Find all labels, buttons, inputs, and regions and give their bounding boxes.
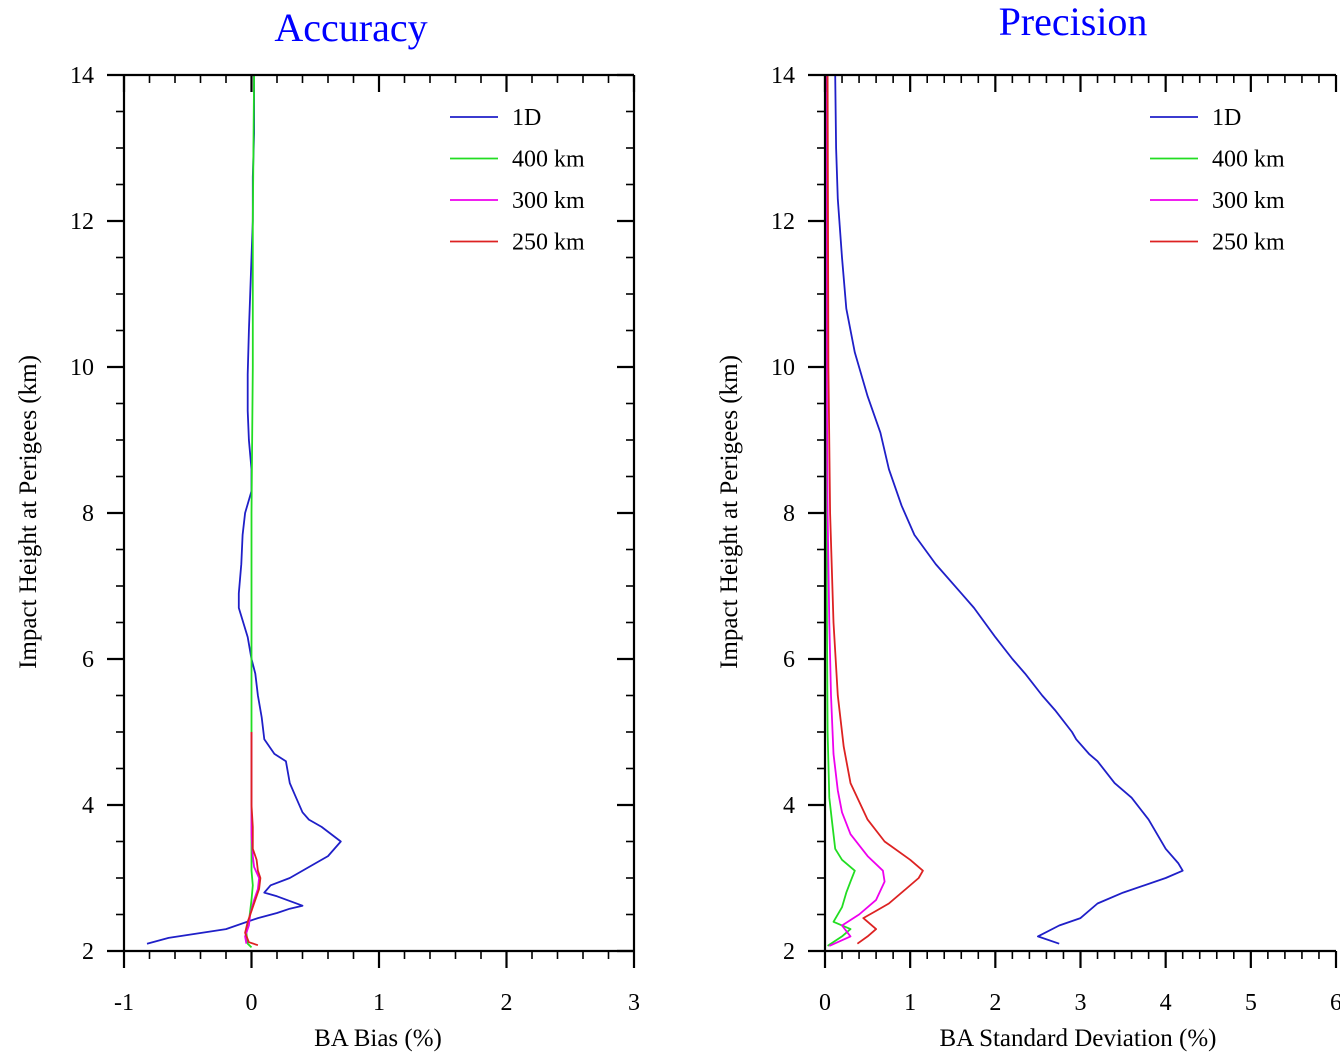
x-axis-label: BA Bias (%) xyxy=(314,1025,442,1052)
y-tick-label: 4 xyxy=(783,793,795,819)
y-tick-label: 2 xyxy=(783,939,795,965)
y-tick-label: 14 xyxy=(70,63,94,89)
x-tick-label: 0 xyxy=(819,990,831,1016)
series-line-1d xyxy=(834,75,1184,945)
legend-label: 300 km xyxy=(1212,188,1285,214)
legend: 1D 400 km 300 km 250 km xyxy=(1150,105,1285,256)
legend-label: 250 km xyxy=(512,230,585,256)
chart-title: Accuracy xyxy=(274,5,427,50)
x-tick-label: 4 xyxy=(1160,990,1172,1016)
legend-label: 1D xyxy=(512,105,541,131)
y-tick-label: 6 xyxy=(82,647,94,673)
precision-chart: Precision BA Standard Deviation (%) Impa… xyxy=(716,0,1340,1052)
series-line-300-km xyxy=(244,732,260,944)
x-tick-label: 1 xyxy=(373,990,385,1016)
x-tick-label: 5 xyxy=(1245,990,1257,1016)
series-line-300-km xyxy=(825,75,886,947)
x-tick-label: 0 xyxy=(246,990,258,1016)
legend: 1D 400 km 300 km 250 km xyxy=(450,105,585,256)
y-axis-label: Impact Height at Perigees (km) xyxy=(716,355,743,669)
y-tick-label: 6 xyxy=(783,647,795,673)
legend-label: 400 km xyxy=(512,147,585,173)
series-line-250-km xyxy=(244,732,262,947)
y-axis-label: Impact Height at Perigees (km) xyxy=(15,355,42,669)
x-tick-label: -1 xyxy=(114,990,134,1016)
plot-area xyxy=(146,75,342,949)
chart-title: Precision xyxy=(999,0,1148,44)
y-tick-label: 8 xyxy=(82,501,94,527)
legend-label: 300 km xyxy=(512,188,585,214)
x-tick-label: 2 xyxy=(989,990,1001,1016)
legend-label: 250 km xyxy=(1212,230,1285,256)
y-tick-label: 14 xyxy=(771,63,795,89)
accuracy-chart: Accuracy BA Bias (%) Impact Height at Pe… xyxy=(15,5,640,1052)
x-axis-label: BA Standard Deviation (%) xyxy=(939,1025,1216,1052)
x-tick-label: 3 xyxy=(628,990,640,1016)
x-tick-label: 3 xyxy=(1075,990,1087,1016)
legend-label: 400 km xyxy=(1212,147,1285,173)
y-tick-label: 8 xyxy=(783,501,795,527)
y-tick-label: 10 xyxy=(70,355,94,381)
y-tick-label: 12 xyxy=(771,209,795,235)
series-line-250-km xyxy=(826,75,924,945)
x-tick-label: 2 xyxy=(501,990,513,1016)
y-tick-label: 2 xyxy=(82,939,94,965)
x-tick-label: 1 xyxy=(904,990,916,1016)
x-tick-label: 6 xyxy=(1330,990,1340,1016)
y-tick-label: 4 xyxy=(82,793,94,819)
y-tick-label: 10 xyxy=(771,355,795,381)
plot-area xyxy=(825,75,1184,947)
legend-label: 1D xyxy=(1212,105,1241,131)
series-line-1d xyxy=(146,75,342,945)
y-tick-label: 12 xyxy=(70,209,94,235)
